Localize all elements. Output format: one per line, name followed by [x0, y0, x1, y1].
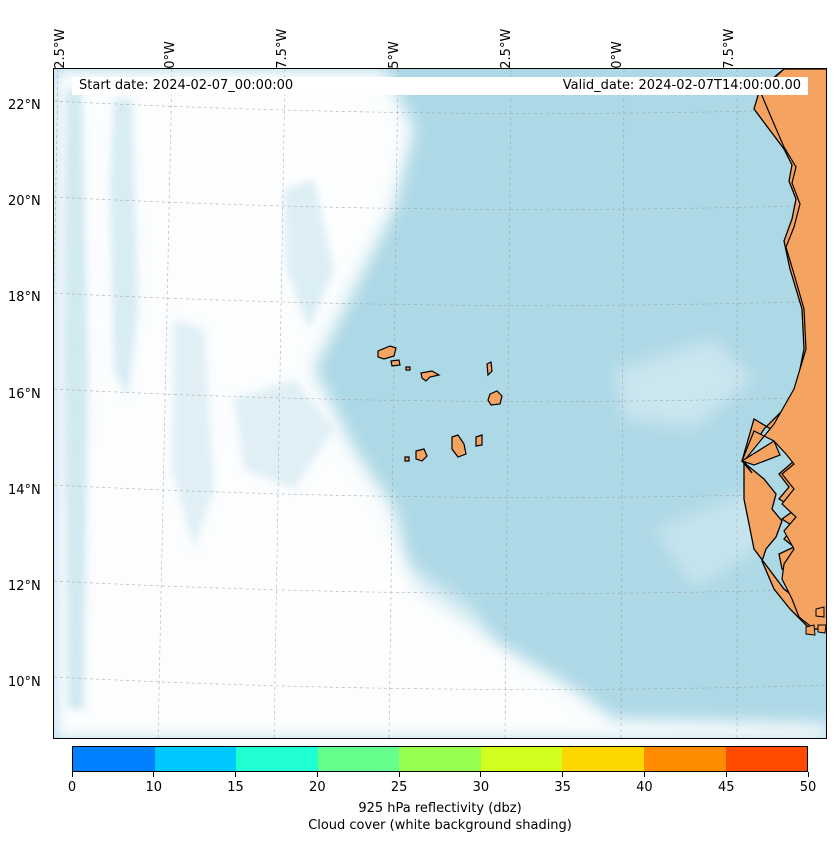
bijagos-islands [805, 606, 826, 636]
colorbar-segment [236, 747, 318, 771]
colorbar-tick [643, 772, 645, 777]
meridian [504, 69, 512, 738]
meridian [157, 69, 173, 738]
cloud-streak-east [614, 339, 754, 429]
island-fogo [415, 448, 428, 462]
colorbar-tick-label: 40 [636, 780, 653, 795]
lat-tick-label: 22°N [8, 98, 41, 113]
colorbar-tick [71, 772, 73, 777]
colorbar-tick [807, 772, 809, 777]
island [805, 624, 816, 636]
start-date-label: Start date: 2024-02-07_00:00:00 [79, 78, 294, 93]
island-santiago [451, 434, 467, 458]
dakar-peninsula [740, 440, 781, 466]
meridian [388, 69, 399, 738]
lat-tick-label: 12°N [8, 579, 41, 594]
colorbar-tick-label: 35 [554, 780, 571, 795]
colorbar-tick-label: 30 [472, 780, 490, 795]
colorbar-title: 925 hPa reflectivity (dbz) [358, 801, 522, 816]
colorbar-tick [398, 772, 400, 777]
colorbar-segment [480, 747, 563, 771]
colorbar-segment [562, 747, 644, 771]
cloud-edge-stripe [110, 99, 138, 399]
colorbar-segment [317, 747, 400, 771]
colorbar-tick [235, 772, 237, 777]
map-canvas [53, 68, 827, 739]
island-brava [404, 456, 410, 462]
colorbar-tick-label: 0 [67, 780, 77, 795]
lat-tick-label: 20°N [8, 194, 41, 209]
island-sal [486, 361, 493, 377]
cloud-edge-stripe [64, 89, 88, 709]
colorbar-tick [480, 772, 482, 777]
colorbar-segment [73, 747, 155, 771]
island-sao-vicente [390, 359, 401, 367]
island-sao-nicolau [420, 370, 441, 382]
colorbar [72, 746, 808, 772]
colorbar-tick-label: 10 [145, 780, 163, 795]
meridian [273, 69, 286, 738]
lat-tick-label: 16°N [8, 387, 41, 402]
island-maio [475, 434, 483, 447]
island-santo-antao [377, 345, 397, 360]
cloud-streak-southeast [654, 489, 774, 589]
colorbar-segment [154, 747, 237, 771]
colorbar-tick [153, 772, 155, 777]
date-info-bar: Start date: 2024-02-07_00:00:00 Valid_da… [72, 77, 808, 95]
colorbar-tick-label: 15 [227, 780, 244, 795]
island [815, 606, 825, 618]
lat-tick-label: 18°N [8, 290, 41, 305]
cloud-edge-stripe [234, 379, 334, 489]
island-boa-vista [487, 390, 503, 406]
map-svg [54, 69, 826, 738]
colorbar-subtitle: Cloud cover (white background shading) [308, 818, 572, 833]
colorbar-tick-label: 45 [717, 780, 735, 795]
cloud-mass-west [54, 69, 826, 738]
meridian [620, 69, 625, 738]
lat-tick-label: 10°N [8, 675, 41, 690]
cloud-texture [64, 89, 334, 709]
island [817, 624, 826, 634]
cloud-edge-stripe [284, 179, 334, 329]
cloud-edge-stripe [172, 319, 214, 549]
colorbar-tick-label: 25 [390, 780, 408, 795]
island-santa-luzia [405, 366, 411, 371]
colorbar-tick-label: 20 [309, 780, 326, 795]
lat-tick-label: 14°N [8, 483, 41, 498]
graticule [54, 69, 826, 738]
cloud-streak-south [254, 519, 514, 679]
colorbar-segment [643, 747, 726, 771]
colorbar-tick [562, 772, 564, 777]
cape-verde-islands [377, 345, 503, 462]
colorbar-tick [725, 772, 727, 777]
colorbar-tick-label: 50 [799, 780, 817, 795]
colorbar-segment [399, 747, 481, 771]
valid-date-label: Valid_date: 2024-02-07T14:00:00.00 [562, 78, 801, 93]
colorbar-segment [725, 747, 808, 771]
colorbar-tick [316, 772, 318, 777]
